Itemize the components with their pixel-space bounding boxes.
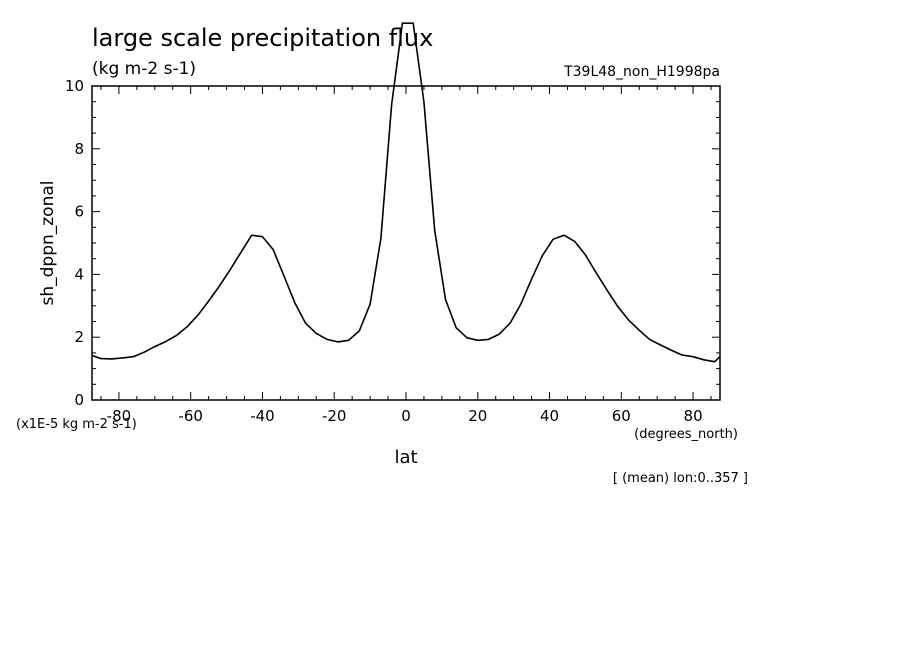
y-tick-label: 0 xyxy=(74,391,84,409)
chart-title: large scale precipitation flux xyxy=(92,24,433,52)
footnote: [ (mean) lon:0..357 ] xyxy=(613,471,748,486)
series-line xyxy=(92,22,720,363)
x-tick-label: -20 xyxy=(322,407,347,425)
x-units-label: (degrees_north) xyxy=(634,427,738,442)
x-axis-label: lat xyxy=(394,447,417,468)
x-tick-label: 40 xyxy=(540,407,559,425)
y-axis: 0 2 4 6 8 10 xyxy=(65,77,720,409)
x-tick-label: 0 xyxy=(401,407,411,425)
y-tick-label: 8 xyxy=(74,140,84,158)
y-scale-note: (x1E-5 kg m-2 s-1) xyxy=(16,417,137,432)
chart-subtitle: (kg m-2 s-1) xyxy=(92,59,196,79)
y-tick-label: 6 xyxy=(74,203,84,221)
y-tick-label: 10 xyxy=(65,77,84,95)
experiment-label: T39L48_non_H1998pa xyxy=(563,64,720,80)
x-tick-label: 20 xyxy=(468,407,487,425)
y-axis-label: sh_dppn_zonal xyxy=(38,180,58,305)
y-tick-label: 4 xyxy=(74,265,84,283)
x-tick-label: -80 xyxy=(107,407,132,425)
x-tick-label: -40 xyxy=(250,407,275,425)
x-tick-label: 80 xyxy=(684,407,703,425)
plot-area xyxy=(91,85,721,401)
y-tick-label: 2 xyxy=(74,328,84,346)
x-tick-label: -60 xyxy=(178,407,203,425)
x-axis: -80 -60 -40 -20 0 20 40 60 80 xyxy=(100,86,712,425)
x-tick-label: 60 xyxy=(612,407,631,425)
